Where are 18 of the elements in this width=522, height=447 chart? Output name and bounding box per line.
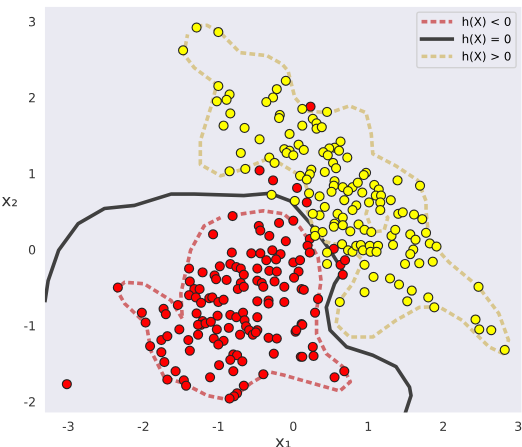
x-tick-label: 2 (440, 422, 446, 431)
y-tick-label: -2 (24, 397, 35, 406)
x-tick-label: 0 (290, 422, 296, 432)
legend-label: h(X) > 0 (462, 52, 511, 62)
y-tick-label: 3 (29, 16, 36, 26)
y-tick-label: -1 (24, 321, 35, 330)
legend-label: h(X) = 0 (462, 34, 511, 45)
x-tick-label: -2 (138, 422, 148, 431)
x-tick-label: -3 (62, 422, 74, 432)
x-tick-label: -1 (212, 422, 224, 431)
line-series (44, 191, 413, 414)
x-tick-label: 1 (366, 422, 372, 431)
y-tick-label: 0 (28, 245, 36, 254)
legend-label: h(X) < 0 (462, 16, 511, 28)
y-axis-title: x₂ (2, 197, 17, 206)
y-tick-label: 1 (29, 169, 35, 178)
x-tick-label: 3 (515, 422, 522, 432)
y-tick-label: 2 (29, 92, 35, 102)
